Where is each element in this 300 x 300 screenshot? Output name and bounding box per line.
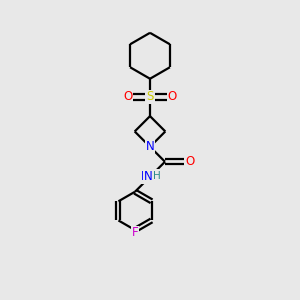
Text: NH: NH (141, 170, 159, 183)
Text: O: O (185, 155, 194, 168)
Text: F: F (132, 226, 138, 239)
Text: N: N (144, 170, 153, 183)
Text: N: N (146, 140, 154, 153)
Text: S: S (146, 91, 154, 103)
Text: O: O (123, 91, 133, 103)
Text: O: O (167, 91, 177, 103)
Text: H: H (154, 171, 161, 181)
